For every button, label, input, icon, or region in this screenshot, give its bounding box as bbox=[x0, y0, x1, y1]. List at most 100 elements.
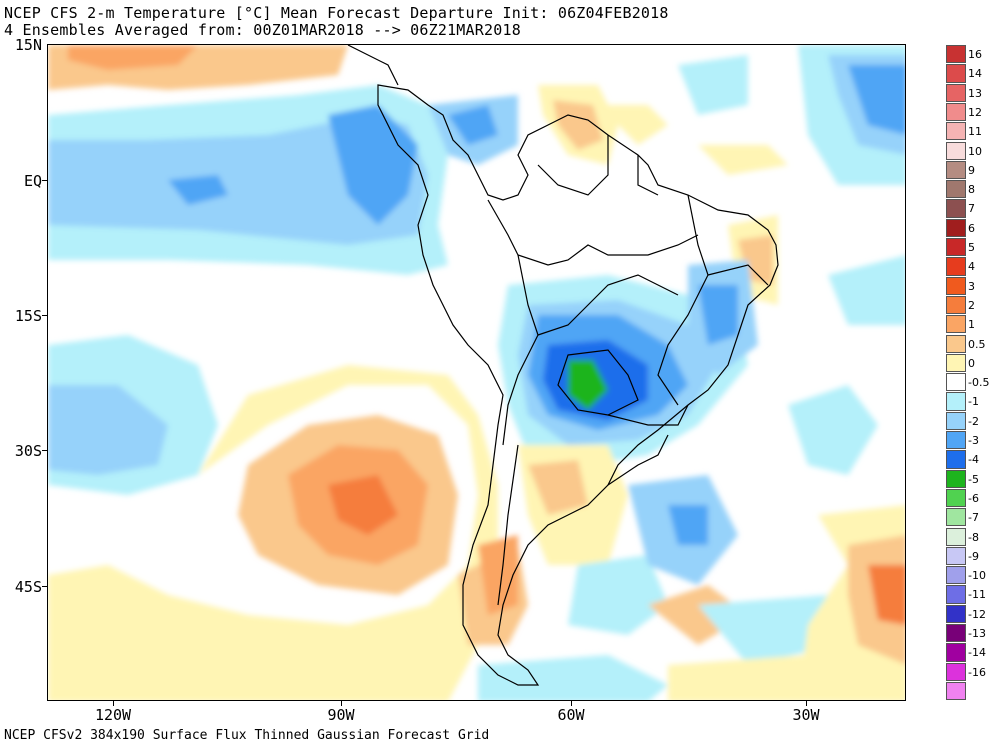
country-border bbox=[607, 434, 669, 486]
lat-label-15n: 15N bbox=[14, 36, 42, 54]
legend-swatch bbox=[946, 527, 966, 546]
lon-tick bbox=[571, 701, 572, 706]
legend-label: 9 bbox=[968, 163, 975, 177]
lon-label-120w: 120W bbox=[94, 706, 132, 724]
lat-label-30s: 30S bbox=[14, 442, 42, 460]
central-america-coast bbox=[347, 45, 399, 86]
legend-label: 11 bbox=[968, 125, 982, 139]
lon-label-90w: 90W bbox=[327, 706, 355, 724]
lat-label-eq: EQ bbox=[23, 172, 42, 190]
lat-tick bbox=[42, 450, 47, 451]
legend-swatch bbox=[946, 45, 966, 64]
legend-label: -4 bbox=[968, 453, 979, 467]
country-border bbox=[537, 135, 609, 196]
legend-swatch bbox=[946, 160, 966, 180]
lat-tick bbox=[42, 180, 47, 181]
legend-swatch bbox=[946, 585, 966, 604]
legend-swatch bbox=[946, 315, 966, 334]
legend-label: 8 bbox=[968, 183, 975, 197]
legend-label: -11 bbox=[968, 588, 986, 602]
legend-swatch bbox=[946, 295, 966, 315]
legend-label: -10 bbox=[968, 569, 986, 583]
legend-label: 12 bbox=[968, 105, 982, 119]
legend-swatch bbox=[946, 64, 966, 83]
legend-swatch bbox=[946, 257, 966, 276]
legend-swatch bbox=[946, 546, 966, 566]
legend-swatch bbox=[946, 604, 966, 623]
lat-tick bbox=[42, 586, 47, 587]
legend-label: 2 bbox=[968, 298, 975, 312]
legend-swatch bbox=[946, 122, 966, 141]
legend-label: 3 bbox=[968, 279, 975, 293]
legend-swatch bbox=[946, 141, 966, 160]
coastline-layer bbox=[347, 45, 779, 686]
legend-label: -9 bbox=[968, 549, 979, 563]
legend-label: -14 bbox=[968, 646, 986, 660]
country-border bbox=[487, 199, 699, 266]
country-border bbox=[657, 194, 709, 406]
legend-label: 13 bbox=[968, 86, 982, 100]
legend-swatch bbox=[946, 681, 966, 701]
legend-label: 7 bbox=[968, 202, 975, 216]
legend-swatch bbox=[946, 218, 966, 237]
country-border bbox=[537, 274, 679, 336]
legend-swatch bbox=[946, 102, 966, 122]
temperature-anomaly-map bbox=[47, 44, 906, 701]
map-svg bbox=[48, 45, 905, 700]
country-border bbox=[707, 264, 769, 286]
legend-label: -13 bbox=[968, 627, 986, 640]
legend-swatch bbox=[946, 566, 966, 585]
lat-label-45s: 45S bbox=[14, 578, 42, 596]
country-border bbox=[557, 349, 639, 416]
legend-swatch bbox=[946, 392, 966, 411]
legend-label: 5 bbox=[968, 241, 975, 254]
legend-label: -3 bbox=[968, 434, 979, 447]
legend-label: -6 bbox=[968, 491, 979, 505]
legend-label: -0.5 bbox=[968, 376, 990, 390]
legend-swatch bbox=[946, 199, 966, 218]
lon-label-60w: 60W bbox=[557, 706, 585, 724]
legend-swatch bbox=[946, 450, 966, 469]
legend-swatch bbox=[946, 508, 966, 527]
south-america-coast bbox=[377, 84, 779, 686]
legend-label: -5 bbox=[968, 472, 979, 486]
legend-swatch bbox=[946, 353, 966, 373]
legend-swatch bbox=[946, 643, 966, 662]
lon-label-30w: 30W bbox=[792, 706, 820, 724]
lon-tick bbox=[806, 701, 807, 706]
legend-label: 16 bbox=[968, 48, 982, 61]
legend-label: -8 bbox=[968, 530, 979, 544]
country-border bbox=[637, 155, 659, 196]
legend-label: 0 bbox=[968, 356, 975, 370]
lat-label-15s: 15S bbox=[14, 307, 42, 325]
country-border bbox=[607, 404, 689, 426]
lat-tick bbox=[42, 315, 47, 316]
legend-label: -1 bbox=[968, 395, 979, 409]
legend-swatch bbox=[946, 238, 966, 257]
legend-label: 0.5 bbox=[968, 337, 986, 351]
legend-label: 6 bbox=[968, 221, 975, 235]
country-border bbox=[497, 444, 519, 606]
lon-tick bbox=[341, 701, 342, 706]
chart-title-line-2: 4 Ensembles Averaged from: 00Z01MAR2018 … bbox=[4, 21, 521, 39]
legend-swatch bbox=[946, 431, 966, 450]
legend-swatch bbox=[946, 662, 966, 681]
legend-swatch bbox=[946, 373, 966, 392]
legend-label: 14 bbox=[968, 67, 982, 81]
legend-swatch bbox=[946, 276, 966, 295]
footer-note: NCEP CFSv2 384x190 Surface Flux Thinned … bbox=[4, 728, 490, 743]
legend-swatch bbox=[946, 411, 966, 430]
legend-swatch bbox=[946, 624, 966, 643]
legend-swatch bbox=[946, 83, 966, 102]
legend-swatch bbox=[946, 469, 966, 488]
legend-swatch bbox=[946, 488, 966, 508]
legend-label: 1 bbox=[968, 318, 975, 332]
lon-tick bbox=[113, 701, 114, 706]
legend-label: -7 bbox=[968, 511, 979, 525]
legend-label: -2 bbox=[968, 414, 979, 428]
legend-swatch bbox=[946, 334, 966, 353]
anomaly-fill-layer bbox=[48, 45, 905, 700]
legend-label: -16 bbox=[968, 665, 986, 679]
legend-label: -12 bbox=[968, 607, 986, 621]
legend-swatch bbox=[946, 180, 966, 199]
